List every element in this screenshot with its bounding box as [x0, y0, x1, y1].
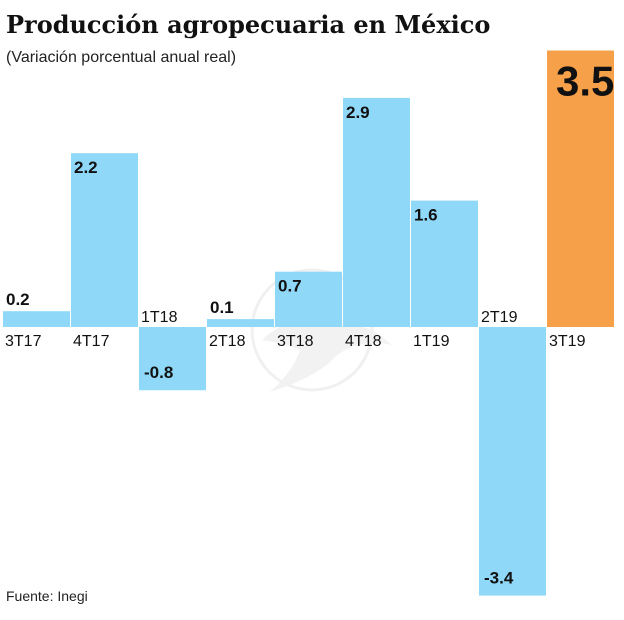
- category-label-4T17: 4T17: [73, 333, 110, 350]
- category-label-3T19: 3T19: [549, 333, 586, 350]
- category-label-4T18: 4T18: [345, 333, 382, 350]
- value-label-1T19: 1.6: [414, 206, 438, 225]
- bar-1T19: [411, 200, 478, 327]
- category-label-1T18: 1T18: [141, 309, 178, 326]
- bar-1T18: [139, 327, 206, 391]
- bar-2T18: [207, 319, 274, 327]
- value-label-2T19: -3.4: [484, 569, 514, 588]
- bar-4T18: [343, 97, 410, 328]
- category-label-2T18: 2T18: [209, 333, 246, 350]
- value-label-4T18: 2.9: [346, 103, 370, 122]
- value-label-3T19: 3.5: [556, 58, 614, 105]
- value-label-3T17: 0.2: [6, 290, 30, 309]
- value-label-2T18: 0.1: [210, 298, 234, 317]
- value-label-3T18: 0.7: [278, 277, 302, 296]
- category-label-3T18: 3T18: [277, 333, 314, 350]
- value-label-4T17: 2.2: [74, 158, 98, 177]
- eagle-watermark-icon: [250, 268, 392, 392]
- bar-3T18: [275, 271, 342, 327]
- bar-3T17: [3, 311, 70, 327]
- category-label-3T17: 3T17: [5, 333, 42, 350]
- category-label-2T19: 2T19: [481, 309, 518, 326]
- bar-3T19: [547, 50, 614, 327]
- bar-4T17: [71, 153, 138, 327]
- value-label-1T18: -0.8: [144, 363, 173, 382]
- category-label-1T19: 1T19: [413, 333, 450, 350]
- source-note: Fuente: Inegi: [6, 588, 88, 604]
- bar-2T19: [479, 327, 546, 596]
- chart-subtitle: (Variación porcentual anual real): [6, 49, 237, 66]
- chart-title: Producción agropecuaria en México: [6, 10, 491, 39]
